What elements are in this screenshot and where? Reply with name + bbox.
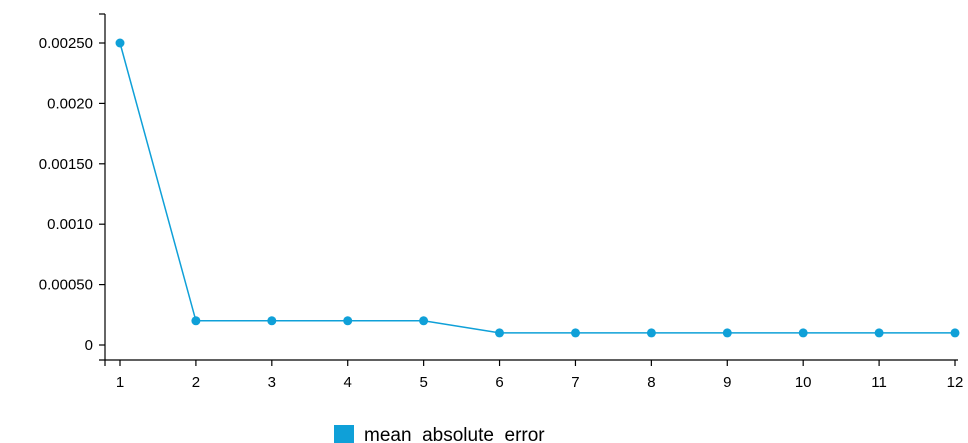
x-tick-label: 5 bbox=[419, 374, 427, 391]
x-tick-label: 1 bbox=[116, 374, 124, 391]
x-tick-label: 6 bbox=[495, 374, 503, 391]
x-tick-label: 10 bbox=[795, 374, 812, 391]
data-point[interactable] bbox=[419, 316, 429, 326]
series-line-mean-absolute-error bbox=[119, 42, 955, 334]
x-tick-label: 8 bbox=[647, 374, 655, 391]
data-point[interactable] bbox=[950, 328, 960, 338]
y-tick-label: 0.00250 bbox=[39, 35, 93, 52]
x-tick-label: 4 bbox=[344, 374, 352, 391]
x-axis: 1 2 3 4 5 6 7 8 9 10 11 12 bbox=[99, 359, 964, 391]
data-point[interactable] bbox=[874, 328, 884, 338]
x-tick-label: 12 bbox=[947, 374, 964, 391]
x-tick-label: 2 bbox=[192, 374, 200, 391]
y-axis: 0 0.00050 0.0010 0.00150 0.0020 0.00250 bbox=[39, 13, 106, 360]
y-tick-label: 0.0020 bbox=[47, 95, 93, 112]
y-tick-label: 0.00050 bbox=[39, 277, 93, 294]
data-point[interactable] bbox=[646, 328, 656, 338]
x-tick-label: 11 bbox=[871, 374, 887, 391]
y-tick-label: 0 bbox=[85, 337, 93, 354]
y-tick-label: 0.00150 bbox=[39, 156, 93, 173]
x-tick-label: 7 bbox=[571, 374, 579, 391]
y-tick-label: 0.0010 bbox=[47, 216, 93, 233]
data-point[interactable] bbox=[343, 316, 353, 326]
data-point[interactable] bbox=[115, 38, 125, 48]
data-point[interactable] bbox=[722, 328, 732, 338]
legend[interactable]: mean_absolute_error bbox=[334, 425, 545, 443]
data-point[interactable] bbox=[267, 316, 277, 326]
legend-swatch bbox=[334, 425, 354, 443]
x-tick-label: 3 bbox=[268, 374, 276, 391]
data-point[interactable] bbox=[191, 316, 201, 326]
legend-label-mean-absolute-error: mean_absolute_error bbox=[364, 425, 545, 443]
data-point[interactable] bbox=[571, 328, 580, 338]
series-layer bbox=[115, 38, 960, 338]
x-tick-label: 9 bbox=[723, 374, 731, 391]
data-point[interactable] bbox=[798, 328, 808, 338]
data-point[interactable] bbox=[495, 328, 504, 338]
